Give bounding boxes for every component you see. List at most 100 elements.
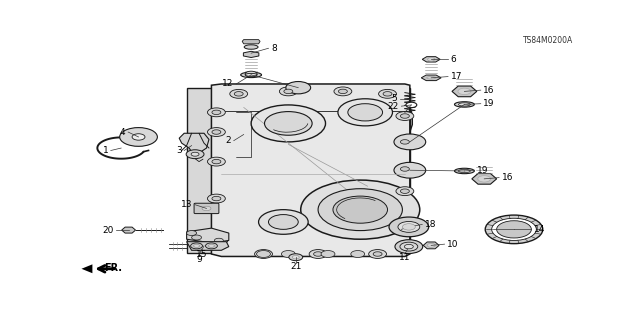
Text: 16: 16 xyxy=(483,86,495,95)
Circle shape xyxy=(351,251,365,258)
Circle shape xyxy=(309,250,327,259)
Text: 1: 1 xyxy=(102,146,108,155)
Circle shape xyxy=(284,89,292,93)
Circle shape xyxy=(280,87,297,96)
Circle shape xyxy=(348,104,383,121)
Circle shape xyxy=(257,251,271,258)
Circle shape xyxy=(403,224,415,230)
Polygon shape xyxy=(122,227,136,233)
Circle shape xyxy=(191,152,199,156)
Circle shape xyxy=(209,244,214,247)
Circle shape xyxy=(396,138,414,146)
Circle shape xyxy=(321,251,335,258)
Text: 21: 21 xyxy=(290,262,301,271)
Circle shape xyxy=(207,194,225,203)
Text: 6: 6 xyxy=(451,55,456,64)
Polygon shape xyxy=(423,242,439,249)
Circle shape xyxy=(292,255,300,259)
Circle shape xyxy=(396,187,414,196)
Circle shape xyxy=(400,242,418,251)
Circle shape xyxy=(286,82,310,94)
Circle shape xyxy=(212,196,221,201)
Circle shape xyxy=(132,134,145,140)
Text: 13: 13 xyxy=(181,200,193,209)
Circle shape xyxy=(492,218,536,240)
Circle shape xyxy=(458,88,471,95)
Text: 10: 10 xyxy=(447,240,458,249)
Polygon shape xyxy=(422,57,440,62)
Circle shape xyxy=(245,71,257,77)
Circle shape xyxy=(334,87,352,96)
Polygon shape xyxy=(221,88,410,253)
Text: 19: 19 xyxy=(477,166,488,175)
Text: FR.: FR. xyxy=(104,263,122,273)
Polygon shape xyxy=(211,84,410,256)
Polygon shape xyxy=(472,173,497,184)
Circle shape xyxy=(389,217,429,237)
Circle shape xyxy=(401,114,410,118)
Circle shape xyxy=(338,99,392,126)
Circle shape xyxy=(395,240,423,253)
Circle shape xyxy=(205,243,218,249)
Text: 12: 12 xyxy=(222,79,234,89)
Text: 22: 22 xyxy=(388,102,399,111)
Circle shape xyxy=(264,112,312,135)
Text: 5: 5 xyxy=(392,94,397,103)
Circle shape xyxy=(401,189,410,193)
Circle shape xyxy=(255,250,273,259)
Polygon shape xyxy=(187,88,221,253)
Polygon shape xyxy=(81,264,92,273)
Polygon shape xyxy=(179,133,209,153)
Polygon shape xyxy=(452,86,477,97)
Circle shape xyxy=(373,252,382,256)
Text: 18: 18 xyxy=(425,220,436,229)
FancyBboxPatch shape xyxy=(194,203,219,213)
Circle shape xyxy=(187,231,196,236)
Circle shape xyxy=(289,254,303,261)
Circle shape xyxy=(394,134,426,150)
Circle shape xyxy=(191,235,202,240)
Circle shape xyxy=(191,243,202,249)
Text: 3: 3 xyxy=(176,146,182,155)
Circle shape xyxy=(379,89,396,98)
Text: 11: 11 xyxy=(399,253,411,262)
Polygon shape xyxy=(187,228,229,243)
Polygon shape xyxy=(421,75,441,81)
Circle shape xyxy=(282,251,295,258)
Circle shape xyxy=(394,162,426,178)
Text: 17: 17 xyxy=(451,72,462,81)
Polygon shape xyxy=(187,242,229,250)
Circle shape xyxy=(214,238,223,243)
Circle shape xyxy=(404,244,413,249)
Circle shape xyxy=(193,244,200,247)
Circle shape xyxy=(478,176,491,182)
Circle shape xyxy=(398,221,420,232)
Ellipse shape xyxy=(458,169,470,172)
Circle shape xyxy=(383,92,392,96)
Polygon shape xyxy=(242,40,260,44)
Text: 4: 4 xyxy=(120,128,125,137)
Circle shape xyxy=(333,196,388,223)
Circle shape xyxy=(269,215,298,229)
Circle shape xyxy=(396,112,414,120)
Text: 19: 19 xyxy=(483,99,495,108)
Text: 16: 16 xyxy=(502,173,513,182)
Ellipse shape xyxy=(454,102,474,107)
Circle shape xyxy=(207,108,225,117)
Circle shape xyxy=(318,189,403,231)
Polygon shape xyxy=(221,86,412,156)
Circle shape xyxy=(401,167,410,171)
Text: 8: 8 xyxy=(271,44,276,53)
Polygon shape xyxy=(243,51,259,58)
Circle shape xyxy=(339,89,348,93)
Text: TS84M0200A: TS84M0200A xyxy=(524,36,573,44)
Circle shape xyxy=(207,157,225,166)
Circle shape xyxy=(497,221,531,238)
Ellipse shape xyxy=(244,45,258,49)
Ellipse shape xyxy=(245,73,257,76)
Circle shape xyxy=(485,215,543,244)
Ellipse shape xyxy=(454,168,474,174)
Circle shape xyxy=(301,180,420,239)
Circle shape xyxy=(120,128,157,146)
Circle shape xyxy=(210,236,228,245)
